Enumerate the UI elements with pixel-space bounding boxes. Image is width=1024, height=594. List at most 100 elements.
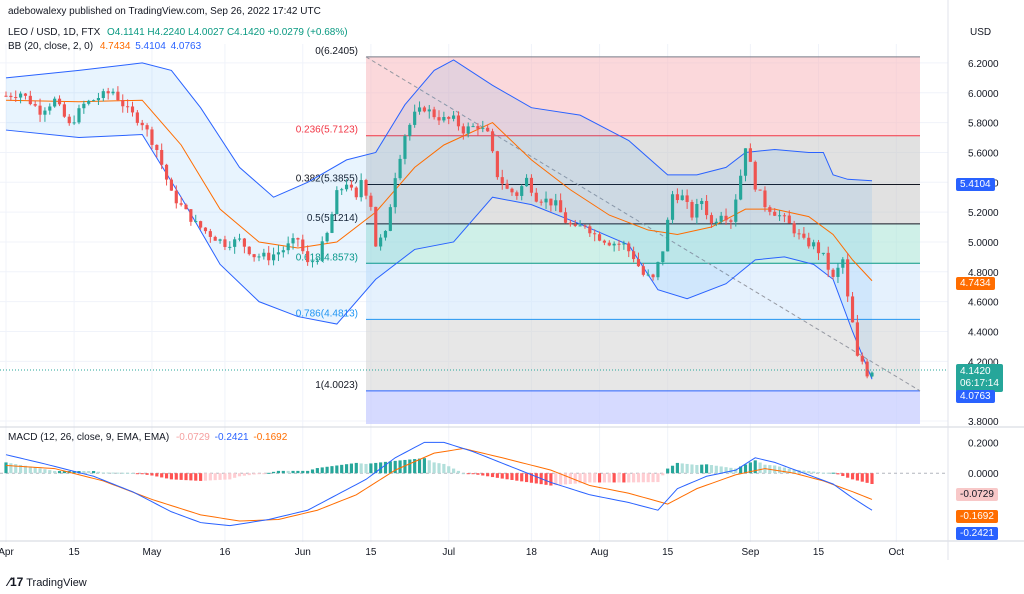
fib-level-label: 0.618(4.8573): [296, 252, 358, 263]
macd-hist-bar: [505, 473, 509, 480]
candle-body: [588, 226, 592, 234]
macd-hist-bar: [632, 473, 636, 483]
macd-hist-bar: [354, 462, 358, 474]
macd-hist-bar: [383, 461, 388, 474]
macd-hist-bar: [870, 473, 874, 484]
price-tick-label: 5.0000: [968, 238, 999, 249]
fib-zone: [366, 184, 920, 224]
macd-hist-bar: [19, 464, 23, 474]
macd-hist-bar: [252, 473, 256, 475]
candle-body: [544, 198, 548, 203]
macd-pane[interactable]: [0, 441, 948, 527]
candle-body: [524, 177, 529, 187]
macd-hist-bar: [466, 473, 470, 475]
macd-hist-bar: [417, 458, 422, 474]
candle-body: [91, 100, 96, 102]
axes: 6.20006.00005.80005.60005.40005.20005.00…: [0, 59, 999, 558]
candle-body: [310, 261, 315, 263]
current-price: 4.1420: [960, 366, 991, 377]
candle-body: [670, 194, 675, 220]
macd-hist-bar: [753, 460, 757, 474]
candle-body: [846, 259, 850, 297]
macd-hist-bar: [646, 473, 650, 483]
candle-body: [495, 151, 499, 178]
time-tick-label: 15: [813, 547, 825, 558]
price-tick-label: 5.8000: [968, 119, 999, 130]
candle-body: [456, 115, 461, 127]
candle-body: [500, 177, 504, 184]
macd-hist-bar: [126, 472, 130, 474]
macd-hist-bar: [164, 473, 169, 479]
candle-body: [82, 103, 86, 109]
macd-hist-bar: [675, 462, 679, 474]
macd-hist-bar: [203, 473, 208, 481]
macd-hist-bar: [777, 466, 782, 474]
candle-body: [96, 98, 101, 101]
time-tick-label: 18: [526, 547, 538, 558]
macd-signal-line: [5, 448, 873, 522]
candle-body: [169, 179, 173, 191]
candle-body: [714, 221, 718, 224]
bb-legend[interactable]: BB (20, close, 2, 0) 4.7434 5.4104 4.076…: [8, 41, 201, 52]
macd-hist-tag: -0.0729: [956, 488, 998, 501]
candlesticks[interactable]: [0, 86, 948, 379]
price-tick-label: 6.0000: [968, 89, 999, 100]
candle-body: [38, 105, 42, 115]
candle-body: [189, 209, 193, 222]
candle-body: [57, 98, 62, 105]
macd-hist-bar: [315, 468, 319, 474]
candle-body: [4, 95, 8, 97]
macd-hist-bar: [807, 471, 811, 474]
macd-hist-bar: [53, 471, 57, 474]
candle-body: [306, 251, 310, 263]
candle-body: [476, 126, 480, 129]
macd-legend[interactable]: MACD (12, 26, close, 9, EMA, EMA) -0.072…: [8, 432, 287, 443]
fib-zone: [366, 135, 920, 185]
macd-hist-bar: [296, 470, 300, 474]
ohlc-values: O4.1141 H4.2240 L4.0027 C4.1420 +0.0279 …: [107, 27, 348, 38]
macd-hist-bar: [91, 471, 96, 474]
tradingview-wordmark: TradingView: [26, 577, 87, 589]
macd-hist-bar: [627, 473, 631, 483]
macd-hist-bar: [773, 465, 777, 474]
candle-body: [101, 91, 105, 99]
tradingview-logo[interactable]: ⁄17 TradingView: [8, 575, 87, 589]
macd-hist-bar: [111, 472, 115, 474]
macd-hist-bar: [748, 462, 752, 474]
macd-hist-bar: [719, 466, 723, 474]
macd-hist-bar: [534, 473, 538, 484]
candle-body: [398, 158, 402, 179]
macd-hist-bar: [520, 473, 524, 482]
macd-hist-bar: [661, 473, 665, 476]
macd-hist-bar: [481, 473, 485, 476]
macd-hist-bar: [349, 463, 354, 474]
candle-body: [539, 201, 543, 203]
fib-level-label: 0.382(5.3855): [296, 173, 358, 184]
macd-hist-bar: [636, 473, 641, 483]
macd-hist-bar: [301, 470, 305, 474]
symbol-title[interactable]: LEO / USD, 1D, FTX: [8, 27, 101, 38]
candle-body: [140, 122, 144, 126]
candle-body: [782, 215, 787, 217]
bb-basis-tag: 4.7434: [956, 277, 995, 290]
candle-body: [442, 117, 446, 121]
candle-body: [320, 241, 324, 261]
candle-body: [213, 236, 217, 241]
macd-hist-bar: [685, 463, 689, 474]
candle-body: [359, 180, 363, 198]
macd-hist-bar: [486, 473, 490, 477]
candle-body: [281, 250, 285, 253]
candle-body: [369, 195, 373, 207]
macd-hist-bar: [57, 471, 62, 474]
macd-hist-bar: [666, 468, 670, 474]
macd-signal-tag: -0.1692: [956, 510, 998, 523]
candle-body: [354, 187, 358, 198]
candle-body: [758, 189, 762, 191]
macd-hist-bar: [233, 473, 237, 478]
candle-body: [768, 207, 772, 212]
macd-hist-bar: [432, 462, 436, 474]
candle-body: [315, 260, 319, 262]
bb-upper-line: [5, 59, 873, 198]
candle-body: [734, 199, 738, 222]
